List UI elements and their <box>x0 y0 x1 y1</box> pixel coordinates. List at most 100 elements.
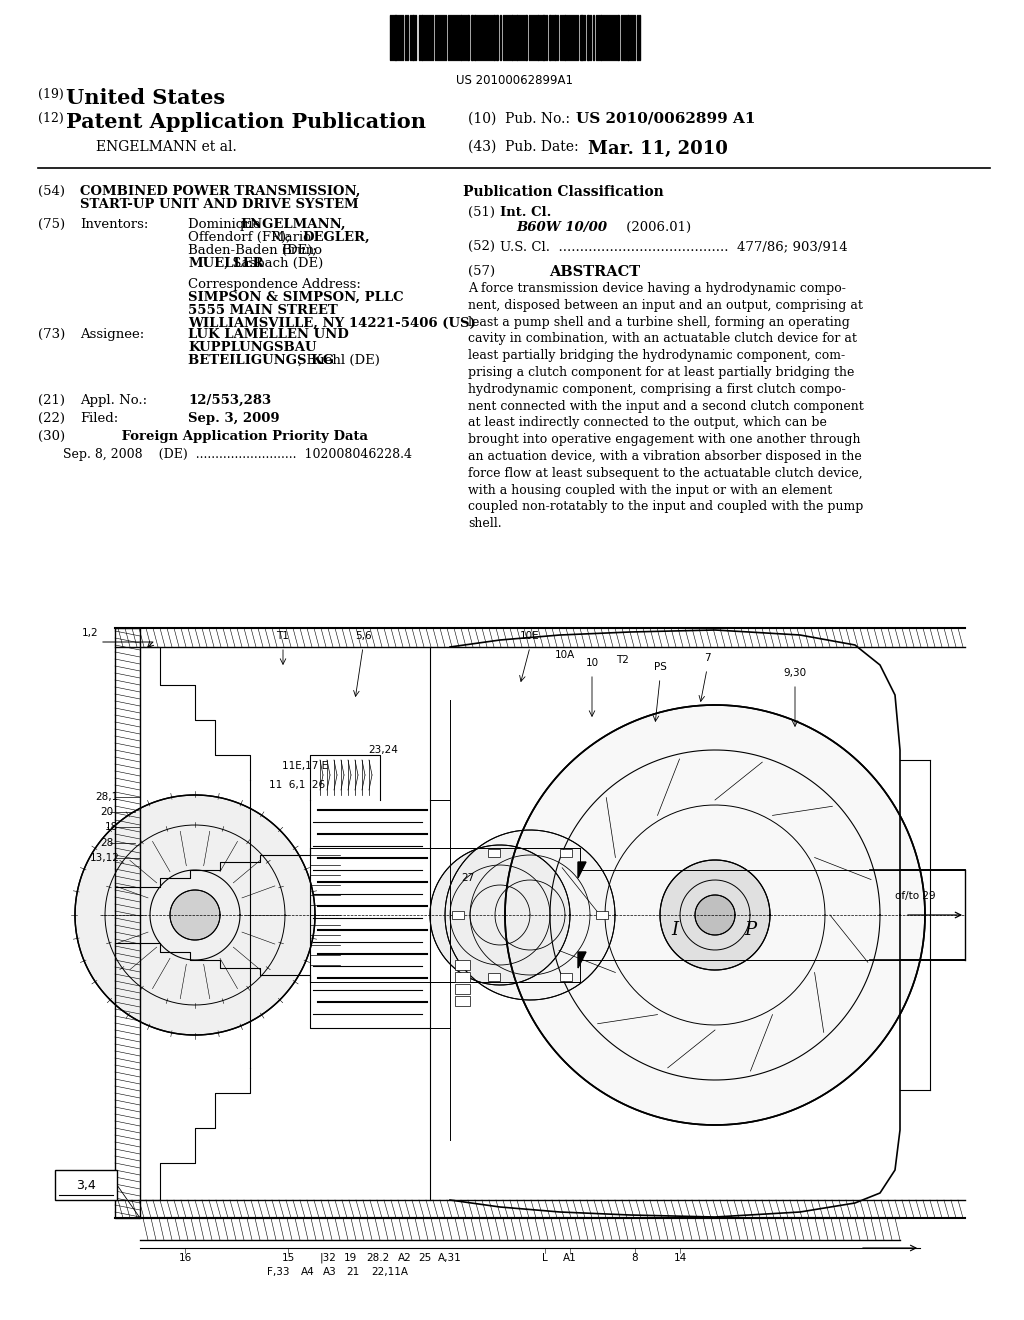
Text: 22,11A: 22,11A <box>372 1267 409 1276</box>
Text: (43)  Pub. Date:: (43) Pub. Date: <box>468 140 579 154</box>
Text: Publication Classification: Publication Classification <box>463 185 664 199</box>
Bar <box>455 997 470 1006</box>
Bar <box>488 849 500 857</box>
Text: 11E,17 E: 11E,17 E <box>282 762 328 771</box>
Polygon shape <box>505 705 925 1125</box>
Text: START-UP UNIT AND DRIVE SYSTEM: START-UP UNIT AND DRIVE SYSTEM <box>80 198 358 211</box>
Bar <box>455 960 470 970</box>
Text: Inventors:: Inventors: <box>80 218 148 231</box>
Polygon shape <box>445 830 615 1001</box>
Text: DEGLER,: DEGLER, <box>302 231 370 244</box>
Text: |32: |32 <box>319 1253 337 1263</box>
Text: Offendorf (FR);: Offendorf (FR); <box>188 231 295 244</box>
Bar <box>496 15 498 59</box>
Bar <box>542 15 545 59</box>
Bar <box>412 15 414 59</box>
Text: Sep. 8, 2008    (DE)  ..........................  102008046228.4: Sep. 8, 2008 (DE) ......................… <box>63 447 412 461</box>
Text: 13,12: 13,12 <box>90 853 120 863</box>
Text: COMBINED POWER TRANSMISSION,: COMBINED POWER TRANSMISSION, <box>80 185 360 198</box>
Text: 28,1: 28,1 <box>95 792 118 803</box>
Text: I: I <box>672 921 679 939</box>
Text: (22): (22) <box>38 412 65 425</box>
Polygon shape <box>578 862 586 878</box>
Text: (75): (75) <box>38 218 66 231</box>
Bar <box>511 15 513 59</box>
Bar <box>549 15 551 59</box>
Text: (2006.01): (2006.01) <box>588 220 691 234</box>
Text: Bruno: Bruno <box>282 244 323 257</box>
Text: Correspondence Address:: Correspondence Address: <box>188 279 360 290</box>
Text: , Sasbach (DE): , Sasbach (DE) <box>224 257 324 271</box>
Polygon shape <box>170 890 220 940</box>
Text: 19: 19 <box>343 1253 356 1263</box>
Bar <box>587 15 589 59</box>
Text: Foreign Application Priority Data: Foreign Application Priority Data <box>80 430 368 444</box>
Text: US 2010/0062899 A1: US 2010/0062899 A1 <box>575 112 756 125</box>
Bar <box>488 973 500 981</box>
Bar <box>460 15 462 59</box>
Bar <box>474 15 476 59</box>
Text: (73): (73) <box>38 327 66 341</box>
Bar <box>55 1170 117 1200</box>
Polygon shape <box>75 795 315 1035</box>
Text: Mar. 11, 2010: Mar. 11, 2010 <box>588 140 728 158</box>
Text: 27: 27 <box>462 873 475 883</box>
Text: LUK LAMELLEN UND: LUK LAMELLEN UND <box>188 327 349 341</box>
Text: (12): (12) <box>38 112 63 125</box>
Bar <box>516 15 518 59</box>
Text: Sep. 3, 2009: Sep. 3, 2009 <box>188 412 280 425</box>
Bar <box>452 911 464 919</box>
Text: KUPPLUNGSBAU: KUPPLUNGSBAU <box>188 341 316 354</box>
Text: PS: PS <box>653 663 667 672</box>
Text: of/to 29: of/to 29 <box>895 891 936 902</box>
Text: Dominique: Dominique <box>188 218 265 231</box>
Text: , Buehl (DE): , Buehl (DE) <box>298 354 380 367</box>
Text: 7: 7 <box>703 653 711 663</box>
Text: Patent Application Publication: Patent Application Publication <box>66 112 426 132</box>
Bar <box>537 15 539 59</box>
Text: A4: A4 <box>301 1267 314 1276</box>
Text: B60W 10/00: B60W 10/00 <box>516 220 607 234</box>
Text: ENGELMANN,: ENGELMANN, <box>240 218 345 231</box>
Text: 5555 MAIN STREET: 5555 MAIN STREET <box>188 304 338 317</box>
Bar <box>525 15 527 59</box>
Bar <box>580 15 583 59</box>
Text: Int. Cl.: Int. Cl. <box>500 206 551 219</box>
Text: SIMPSON & SIMPSON, PLLC: SIMPSON & SIMPSON, PLLC <box>188 290 403 304</box>
Bar <box>554 15 556 59</box>
Text: Mario: Mario <box>271 231 315 244</box>
Text: L: L <box>542 1253 548 1263</box>
Text: 5,6: 5,6 <box>354 631 372 642</box>
Bar <box>421 15 423 59</box>
Text: (19): (19) <box>38 88 63 102</box>
Text: 10A: 10A <box>555 649 575 660</box>
Text: (52): (52) <box>468 240 495 253</box>
Text: A3: A3 <box>324 1267 337 1276</box>
Text: 28: 28 <box>100 838 114 847</box>
Bar <box>617 15 618 59</box>
Text: 18: 18 <box>105 822 118 832</box>
Text: ENGELMANN et al.: ENGELMANN et al. <box>96 140 237 154</box>
Text: US 20100062899A1: US 20100062899A1 <box>457 74 573 87</box>
Text: 28.2: 28.2 <box>367 1253 389 1263</box>
Bar <box>627 15 629 59</box>
Text: T1: T1 <box>276 631 290 642</box>
Text: 16: 16 <box>178 1253 191 1263</box>
Bar <box>600 15 602 59</box>
Text: United States: United States <box>66 88 225 108</box>
Text: Appl. No.:: Appl. No.: <box>80 393 147 407</box>
Text: (57): (57) <box>468 265 496 279</box>
Text: T2: T2 <box>616 655 630 665</box>
Polygon shape <box>660 861 770 970</box>
Text: 20: 20 <box>100 807 113 817</box>
Text: A,31: A,31 <box>438 1253 462 1263</box>
Bar <box>471 15 473 59</box>
Bar <box>564 15 566 59</box>
Text: Assignee:: Assignee: <box>80 327 144 341</box>
Text: 23,24: 23,24 <box>368 744 398 755</box>
Text: WILLIAMSVILLE, NY 14221-5406 (US): WILLIAMSVILLE, NY 14221-5406 (US) <box>188 317 476 330</box>
Text: (51): (51) <box>468 206 495 219</box>
Text: 9,30: 9,30 <box>783 668 807 678</box>
Text: (54): (54) <box>38 185 65 198</box>
Text: Baden-Baden (DE);: Baden-Baden (DE); <box>188 244 322 257</box>
